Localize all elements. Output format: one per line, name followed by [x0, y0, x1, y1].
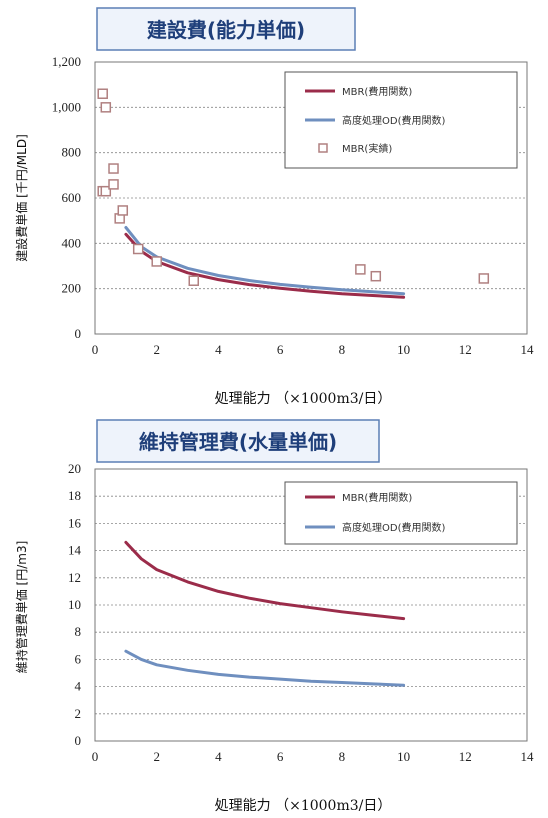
chart1-x-tick-label: 14 — [521, 342, 535, 357]
chart2-x-tick-label: 4 — [215, 749, 222, 764]
chart1-y-ticks: 0 200 400 600 800 1,000 1,200 — [52, 54, 81, 341]
legend2-label-od: 高度処理OD(費用関数) — [342, 521, 445, 534]
chart2-x-tick-label: 6 — [277, 749, 284, 764]
chart1-x-tick-label: 12 — [459, 342, 472, 357]
chart2-y-tick-label: 20 — [68, 461, 81, 476]
chart1-series — [97, 88, 490, 299]
chart2-y-tick-label: 0 — [75, 733, 82, 748]
chart1-scatter-point — [188, 275, 199, 286]
chart2-y-tick-label: 18 — [68, 488, 81, 503]
chart1-y-axis-title: 建設費単価 [千円/MLD] — [14, 134, 29, 262]
chart2-y-ticks: 0 2 4 6 8 10 12 14 16 18 20 — [68, 461, 82, 748]
chart1-scatter-point — [108, 179, 119, 190]
chart2-title-box — [96, 419, 380, 463]
chart2-legend-box — [284, 481, 518, 545]
chart1-scatter-point — [478, 273, 490, 284]
chart1-scatter-point — [370, 270, 382, 282]
chart1-scatter-point — [100, 185, 112, 197]
chart2-y-tick-label: 6 — [75, 651, 82, 666]
chart1-y-tick-label: 600 — [62, 190, 82, 205]
chart2-y-tick-label: 14 — [68, 543, 82, 558]
chart2-x-axis-title: 処理能力 （×1000m3/日） — [215, 798, 392, 814]
legend1-label-actual: MBR(実績) — [342, 142, 392, 155]
chart1-y-tick-label: 400 — [62, 235, 82, 250]
chart1-y-tick-label: 1,200 — [52, 54, 81, 69]
chart1-x-ticks: 0 2 4 6 8 10 12 14 — [92, 342, 534, 357]
chart2-series-line-1 — [124, 649, 406, 687]
chart1-scatter-point — [355, 264, 366, 275]
chart2-title: 維持管理費(水量単価) — [139, 430, 337, 454]
legend2-label-mbr: MBR(費用関数) — [342, 491, 412, 504]
chart-construction-cost: 建設費(能力単価) 0 200 400 600 800 1,000 1,200 0 2 4 6 8 1… — [14, 7, 534, 407]
chart2-y-axis-title: 維持管理費単価 [円/m3] — [14, 541, 29, 674]
chart2-x-tick-label: 12 — [459, 749, 472, 764]
legend1-label-mbr: MBR(費用関数) — [342, 85, 412, 98]
chart1-scatter-point — [100, 102, 112, 113]
chart1-y-tick-label: 1,000 — [52, 99, 81, 114]
chart2-y-tick-label: 8 — [75, 624, 82, 639]
legend1-swatch-actual — [318, 143, 328, 153]
chart2-y-tick-label: 16 — [68, 515, 82, 530]
chart1-y-tick-label: 800 — [62, 145, 82, 160]
chart2-x-tick-label: 2 — [153, 749, 160, 764]
chart2-y-tick-label: 12 — [68, 570, 81, 585]
chart2-y-tick-label: 4 — [75, 679, 82, 694]
chart1-legend: MBR(費用関数) 高度処理OD(費用関数) MBR(実績) — [284, 71, 518, 169]
chart1-x-tick-label: 6 — [277, 342, 284, 357]
chart1-title: 建設費(能力単価) — [147, 18, 305, 42]
chart1-x-axis-title: 処理能力 （×1000m3/日） — [215, 391, 392, 407]
chart1-series-line-1 — [124, 226, 406, 296]
chart2-y-tick-label: 10 — [68, 597, 81, 612]
chart2-series — [124, 540, 406, 687]
chart1-title-box — [96, 7, 356, 51]
chart1-scatter-point — [97, 88, 108, 99]
chart1-y-tick-label: 200 — [62, 281, 82, 296]
chart2-x-ticks: 0 2 4 6 8 10 12 14 — [92, 749, 534, 764]
chart2-plot-frame — [94, 468, 528, 742]
chart2-x-tick-label: 8 — [339, 749, 346, 764]
chart2-x-tick-label: 0 — [92, 749, 99, 764]
chart1-y-tick-label: 0 — [75, 326, 82, 341]
chart1-x-tick-label: 4 — [215, 342, 222, 357]
chart2-x-tick-label: 14 — [521, 749, 535, 764]
chart1-x-tick-label: 2 — [153, 342, 160, 357]
legend1-label-od: 高度処理OD(費用関数) — [342, 114, 445, 127]
chart1-plot-frame — [94, 61, 528, 335]
chart2-series-line-0 — [124, 540, 406, 621]
chart2-legend: MBR(費用関数) 高度処理OD(費用関数) — [284, 481, 518, 545]
chart1-x-tick-label: 0 — [92, 342, 99, 357]
chart1-scatter-point — [151, 256, 162, 267]
chart2-x-tick-label: 10 — [397, 749, 410, 764]
chart2-y-tick-label: 2 — [75, 706, 82, 721]
chart1-x-tick-label: 8 — [339, 342, 346, 357]
chart1-x-tick-label: 10 — [397, 342, 410, 357]
chart1-scatter-point — [108, 163, 119, 174]
chart-maintenance-cost: 維持管理費(水量単価) 0 2 4 6 8 10 12 14 16 18 20 0 2 4 6 8 10 12 1… — [14, 419, 534, 814]
chart1-scatter-point — [132, 243, 144, 255]
chart1-scatter-point — [117, 205, 129, 216]
